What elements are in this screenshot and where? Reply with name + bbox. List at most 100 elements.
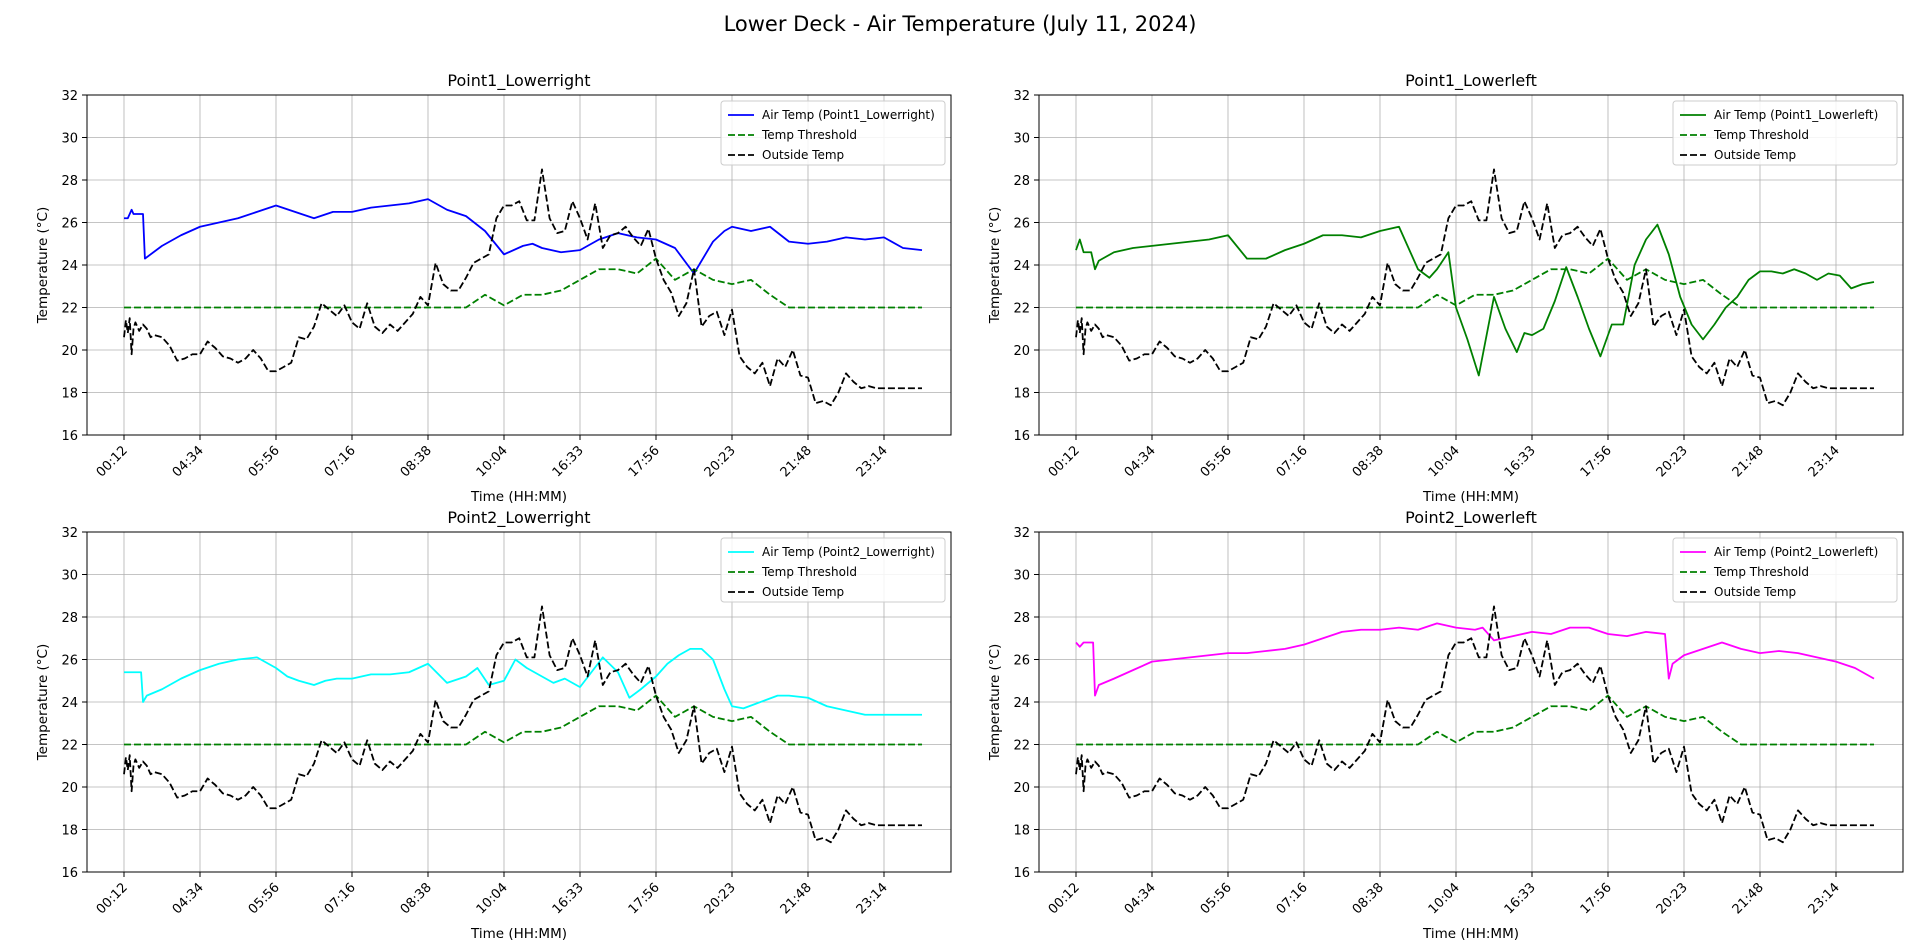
- y-tick-label: 28: [61, 174, 78, 189]
- legend: Air Temp (Point2_Lowerright) Temp Thresho…: [720, 537, 946, 603]
- y-tick-label: 24: [61, 696, 78, 711]
- x-tick-label: 21:48: [778, 880, 815, 917]
- y-tick-label: 18: [61, 824, 78, 839]
- x-tick-label: 23:14: [854, 880, 891, 917]
- legend: Air Temp (Point1_Lowerright) Temp Thresho…: [720, 100, 946, 166]
- x-tick-label: 16:33: [1502, 443, 1539, 480]
- x-tick-label: 08:38: [398, 880, 435, 917]
- y-tick-label: 16: [1013, 866, 1030, 881]
- legend-frame: [720, 100, 946, 166]
- x-tick-label: 07:16: [322, 443, 359, 480]
- x-tick-label: 10:04: [474, 443, 511, 480]
- figure-title: Lower Deck - Air Temperature (July 11, 2…: [723, 12, 1197, 36]
- y-tick-label: 20: [61, 781, 78, 796]
- x-tick-label: 20:23: [1654, 443, 1691, 480]
- x-axis-label: Time (HH:MM): [470, 489, 567, 505]
- x-axis-label: Time (HH:MM): [1422, 926, 1519, 942]
- x-tick-label: 21:48: [1730, 880, 1767, 917]
- x-tick-label: 05:56: [246, 443, 283, 480]
- x-tick-label: 10:04: [1426, 880, 1463, 917]
- y-tick-label: 26: [61, 654, 78, 669]
- legend-frame: [1672, 100, 1898, 166]
- y-tick-label: 28: [61, 611, 78, 626]
- y-tick-label: 18: [1013, 824, 1030, 839]
- x-tick-label: 07:16: [322, 880, 359, 917]
- series-line-2: [124, 257, 922, 309]
- x-tick-label: 20:23: [702, 880, 739, 917]
- x-tick-label: 05:56: [1198, 880, 1235, 917]
- x-tick-label: 07:16: [1274, 443, 1311, 480]
- legend-label: Temp Threshold: [1713, 128, 1809, 142]
- x-tick-label: 10:04: [1426, 443, 1463, 480]
- x-tick-label: 20:23: [702, 443, 739, 480]
- legend-label: Outside Temp: [762, 585, 844, 599]
- series-line-1: [1075, 622, 1875, 697]
- y-tick-label: 26: [1013, 654, 1030, 669]
- series-line-1: [124, 647, 922, 716]
- y-tick-label: 30: [61, 569, 78, 584]
- y-tick-label: 22: [61, 302, 78, 317]
- y-tick-label: 28: [1013, 611, 1030, 626]
- panel-2: 16 18 20 22 24 26 28 30 32 00:12 04:34 05:56 07:16 08…: [987, 71, 1904, 505]
- y-tick-label: 20: [1013, 344, 1030, 359]
- legend-label: Air Temp (Point2_Lowerleft): [1714, 545, 1878, 559]
- panel-4: 16 18 20 22 24 26 28 30 32 00:12 04:34 05:56 07:16 08…: [987, 508, 1904, 942]
- x-tick-label: 20:23: [1654, 880, 1691, 917]
- x-tick-label: 04:34: [1122, 880, 1159, 917]
- y-tick-label: 26: [61, 217, 78, 232]
- x-axis-label: Time (HH:MM): [470, 926, 567, 942]
- y-tick-label: 30: [1013, 132, 1030, 147]
- x-tick-label: 00:12: [1046, 880, 1083, 917]
- legend: Air Temp (Point1_Lowerleft) Temp Threshol…: [1672, 100, 1898, 166]
- chart-title: Point2_Lowerright: [447, 508, 590, 528]
- chart-title: Point1_Lowerright: [447, 71, 590, 91]
- y-tick-label: 28: [1013, 174, 1030, 189]
- legend-label: Air Temp (Point1_Lowerright): [762, 108, 935, 122]
- x-tick-label: 00:12: [1046, 443, 1083, 480]
- y-tick-label: 22: [61, 739, 78, 754]
- legend: Air Temp (Point2_Lowerleft) Temp Threshol…: [1672, 537, 1898, 603]
- y-axis-label: Temperature (°C): [35, 644, 51, 762]
- y-tick-label: 32: [1013, 526, 1030, 541]
- legend-label: Air Temp (Point1_Lowerleft): [1714, 108, 1878, 122]
- y-tick-label: 32: [61, 89, 78, 104]
- x-tick-label: 16:33: [550, 443, 587, 480]
- x-tick-label: 04:34: [1122, 443, 1159, 480]
- x-axis-label: Time (HH:MM): [1422, 489, 1519, 505]
- x-tick-label: 04:34: [170, 880, 207, 917]
- y-tick-label: 20: [61, 344, 78, 359]
- series-line-3: [1075, 168, 1874, 407]
- y-tick-label: 24: [61, 259, 78, 274]
- y-tick-label: 22: [1013, 302, 1030, 317]
- series-line-2: [124, 694, 922, 746]
- legend-label: Temp Threshold: [761, 565, 857, 579]
- legend-label: Air Temp (Point2_Lowerright): [762, 545, 935, 559]
- x-tick-label: 16:33: [550, 880, 587, 917]
- x-tick-label: 08:38: [1350, 443, 1387, 480]
- panel-3: 16 18 20 22 24 26 28 30 32 00:12 04:34 05:56 07:16 08…: [35, 508, 952, 942]
- y-tick-label: 16: [61, 866, 78, 881]
- series-line-3: [123, 605, 922, 844]
- legend-label: Outside Temp: [1714, 148, 1796, 162]
- y-axis-label: Temperature (°C): [35, 207, 51, 325]
- x-tick-label: 21:48: [778, 443, 815, 480]
- y-tick-label: 16: [61, 429, 78, 444]
- x-tick-label: 23:14: [854, 443, 891, 480]
- y-tick-label: 30: [61, 132, 78, 147]
- y-tick-label: 30: [1013, 569, 1030, 584]
- series-line-1: [124, 198, 923, 275]
- x-tick-label: 05:56: [1198, 443, 1235, 480]
- x-tick-label: 23:14: [1806, 443, 1843, 480]
- series-line-1: [1075, 223, 1875, 377]
- legend-label: Outside Temp: [1714, 585, 1796, 599]
- chart-title: Point1_Lowerleft: [1405, 71, 1537, 91]
- chart-title: Point2_Lowerleft: [1405, 508, 1537, 528]
- series-line-3: [1075, 605, 1874, 844]
- x-tick-label: 17:56: [626, 880, 663, 917]
- x-tick-label: 00:12: [94, 443, 131, 480]
- legend-label: Outside Temp: [762, 148, 844, 162]
- x-tick-label: 17:56: [1578, 880, 1615, 917]
- legend-frame: [1672, 537, 1898, 603]
- y-tick-label: 20: [1013, 781, 1030, 796]
